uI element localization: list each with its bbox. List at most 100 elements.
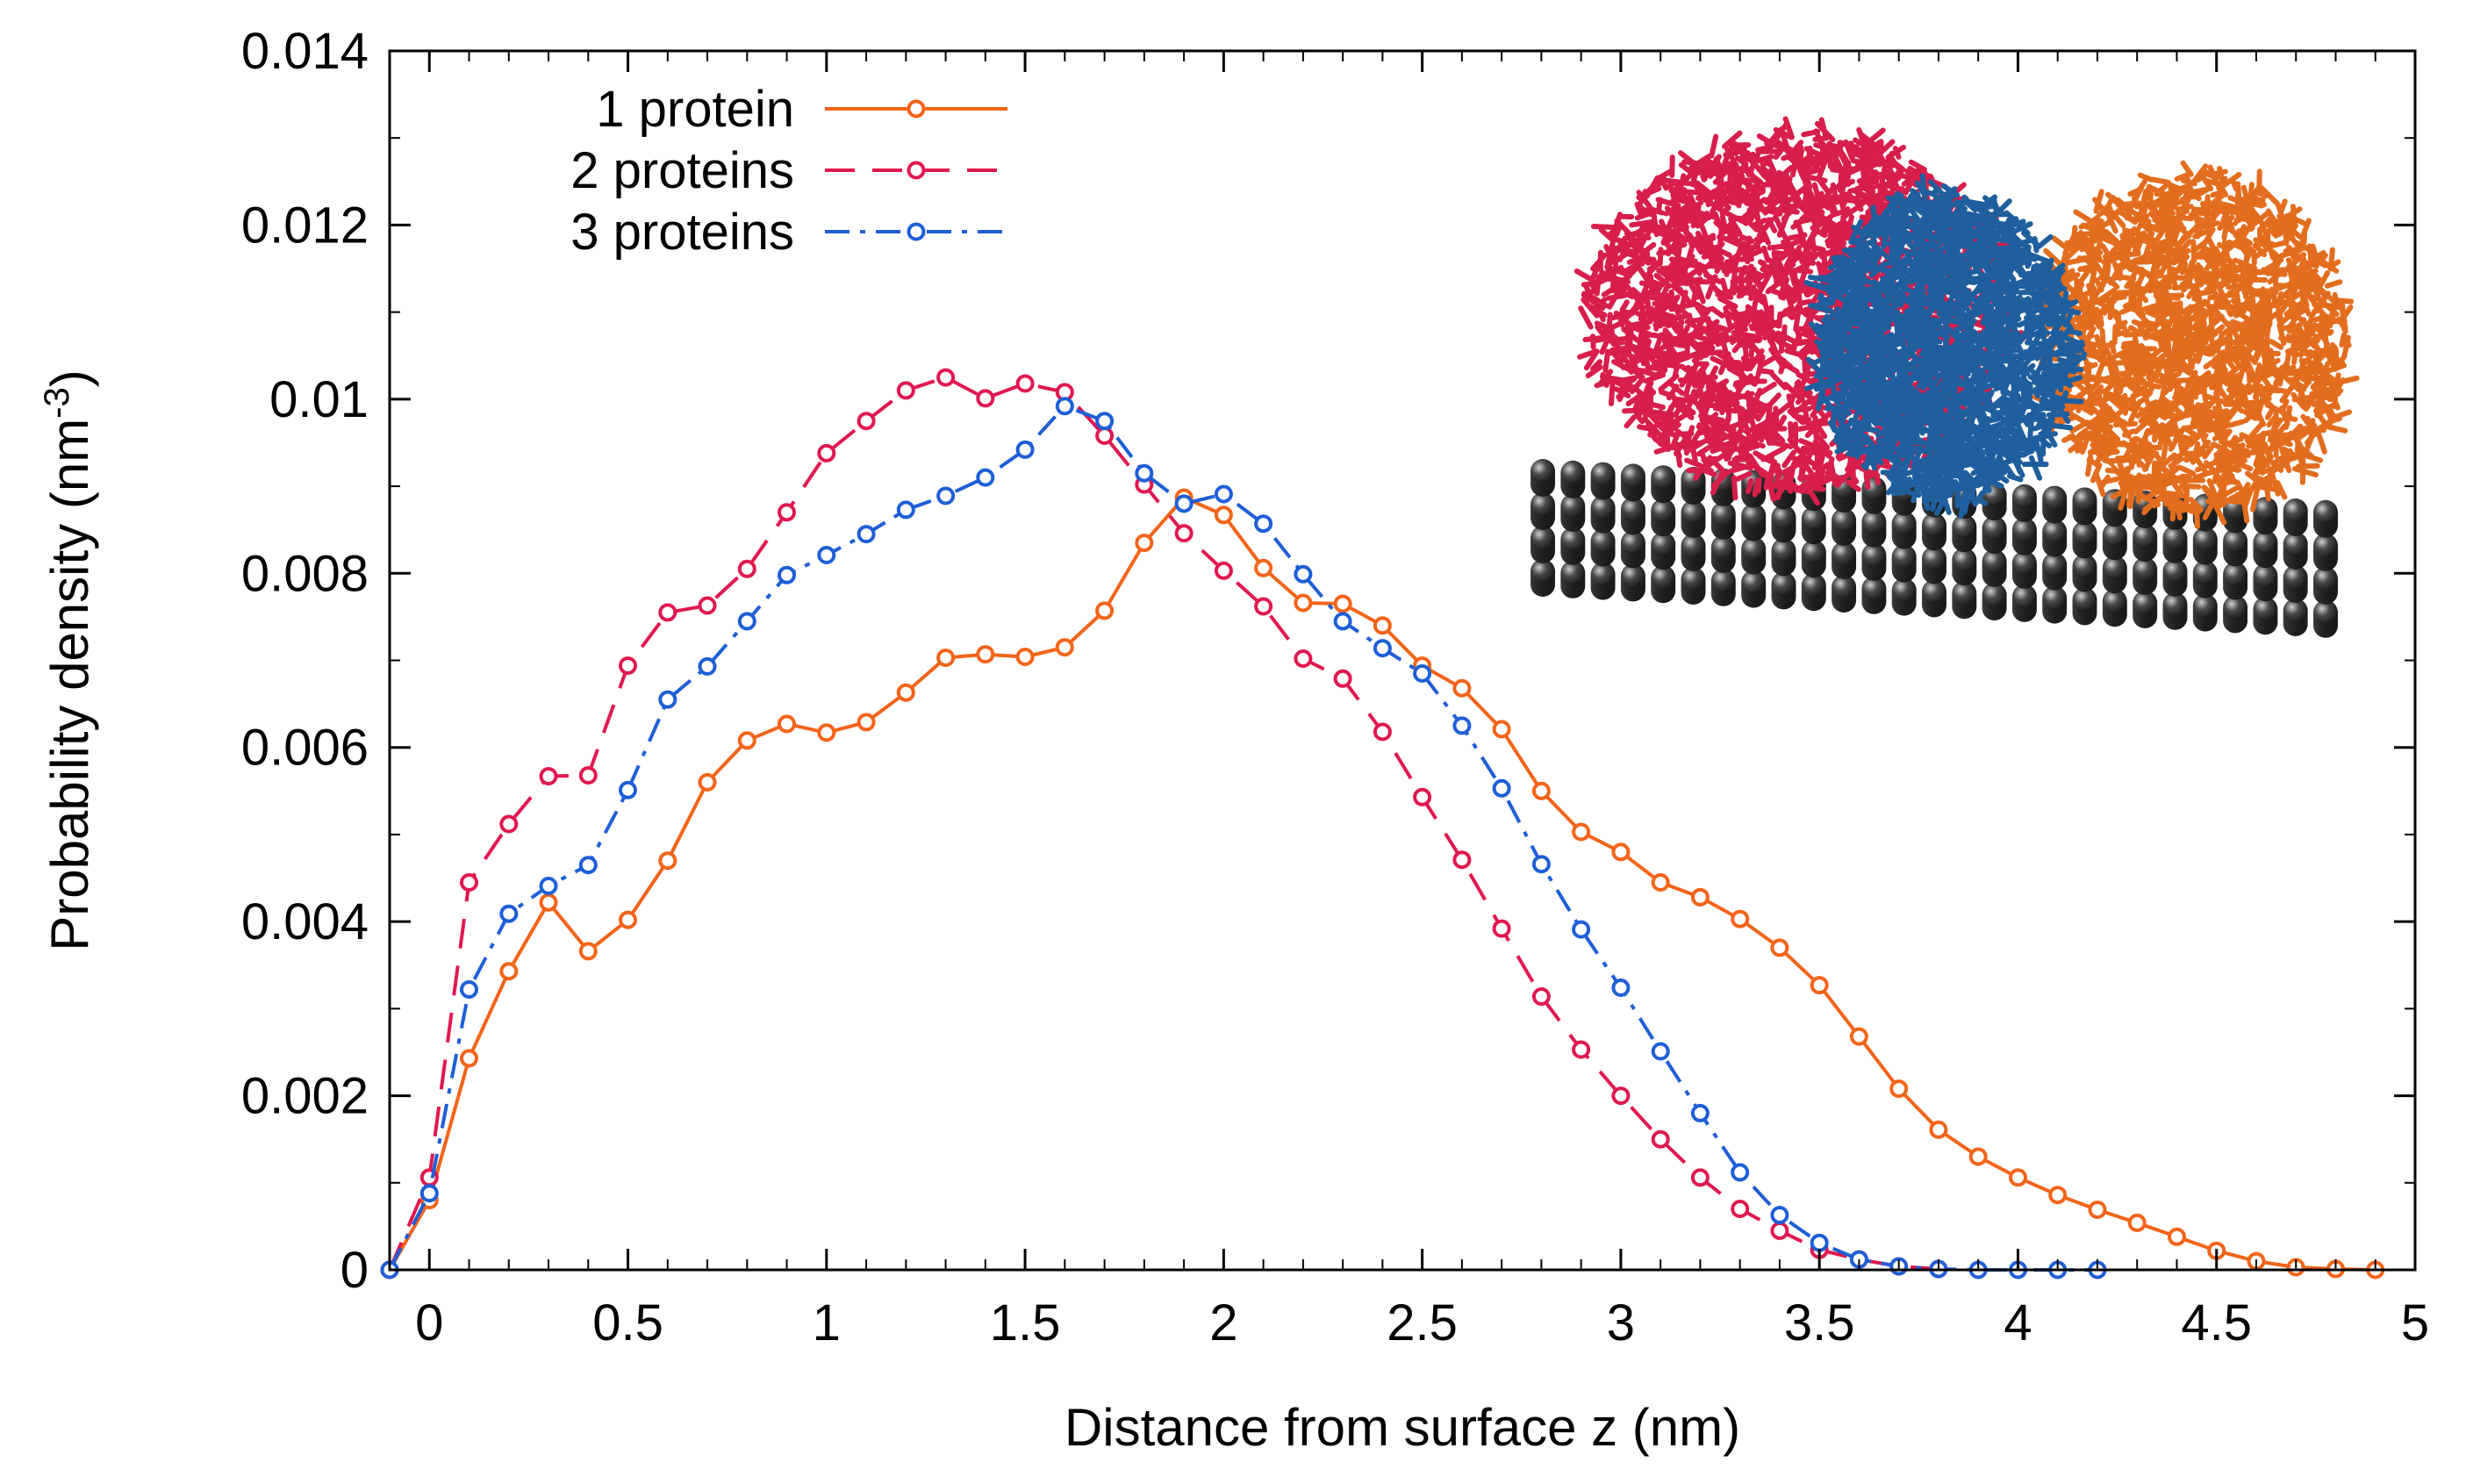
data-point [1770,938,1789,957]
data-point [737,612,756,631]
surface-atom [1710,568,1736,593]
data-point [778,565,796,584]
data-point [737,731,756,750]
data-point [2088,1201,2107,1219]
data-point [1651,873,1670,892]
surface-atom [2162,591,2188,617]
data-point [936,649,956,667]
surface-atom [1651,465,1676,491]
surface-atom [1982,583,2007,607]
surface-atom [2192,593,2218,619]
x-tick-label: 2 [1209,1294,1237,1351]
data-point [619,780,637,799]
data-point [1413,663,1432,683]
legend-item: 3 proteins [570,204,1007,261]
legend-marker [907,222,926,241]
axis-ticks: 0 0.5 1 1.5 2 2.5 3 3.5 4 4.5 5 0 0.002 0.004 0.006 0.0… [241,23,2429,1351]
y-tick-label: 0.01 [269,371,369,428]
data-point [1095,412,1115,431]
surface-atom [2042,552,2068,577]
surface-atom [2313,499,2338,525]
surface-atom [2072,587,2097,613]
surface-atom [1530,526,1555,550]
data-point [1452,678,1472,698]
data-point [1651,1129,1670,1149]
surface-atom [1590,462,1616,487]
data-point [1135,534,1154,553]
x-tick-label: 4.5 [2181,1294,2252,1351]
data-point [817,443,836,462]
surface-atom [2011,584,2037,609]
data-point [499,962,519,981]
legend-item: 1 protein [596,81,1007,138]
data-point [778,503,796,522]
surface-atom [1922,579,1946,605]
surface-atom [1861,542,1887,568]
surface-atom [2133,524,2158,548]
data-point [1690,887,1710,907]
legend-label: 2 proteins [570,142,794,199]
data-point [1810,1233,1829,1252]
surface-atom [2042,485,2068,511]
data-point [460,980,478,999]
surface-atom [2102,522,2127,548]
y-axis-label-superscript: -3 [38,387,76,419]
data-point [1174,494,1194,513]
data-point [976,645,995,664]
surface-atom [1681,567,1706,591]
surface-atom [1771,505,1796,530]
data-point [539,877,558,895]
surface-atom [1982,516,2007,541]
data-point [698,772,717,792]
surface-atom [2042,519,2068,544]
data-point [1611,842,1631,862]
data-point [1531,855,1551,874]
surface-atom [1801,573,1826,599]
surface-atom [1861,509,1887,534]
data-point [1731,1200,1750,1218]
data-point [1135,463,1154,483]
plot-series [380,368,2385,1280]
data-point [578,942,598,961]
data-point [857,412,876,431]
y-tick-label: 0.008 [241,545,369,602]
surface-atom [1710,534,1736,560]
surface-atom [2223,562,2248,587]
surface-atom [1530,559,1555,584]
data-point [817,723,836,742]
surface-atom [1651,498,1676,524]
data-point [1968,1147,1988,1166]
data-point [460,1049,478,1068]
data-point [2168,1227,2186,1246]
x-axis-label: Distance from surface z (nm) [1065,1398,1740,1457]
surface-atom [1560,493,1586,519]
surface-atom [2253,497,2278,522]
data-point [1572,822,1591,842]
surface-atom [1681,534,1706,558]
data-point [698,596,717,615]
data-point [1214,561,1233,580]
surface-atom [2283,532,2308,556]
data-point [1531,781,1551,800]
data-point [419,1184,439,1203]
surface-atom [1620,497,1645,522]
surface-atom [2192,560,2218,585]
data-point [499,814,519,834]
surface-atom [1801,540,1826,565]
x-tick-label: 5 [2401,1294,2429,1351]
data-point [896,500,915,520]
x-tick-label: 0.5 [592,1294,663,1351]
surface-atom [1620,463,1645,489]
data-point [1492,720,1511,739]
data-point [1849,1027,1868,1046]
surface-atom [2283,565,2308,590]
data-point [2009,1168,2027,1187]
surface-atom [1741,503,1767,528]
surface-atom [2313,599,2338,625]
data-point [1015,648,1035,666]
data-point [658,690,677,709]
data-point [1731,909,1750,928]
surface-atom [1651,565,1676,591]
surface-atom [1681,500,1706,525]
